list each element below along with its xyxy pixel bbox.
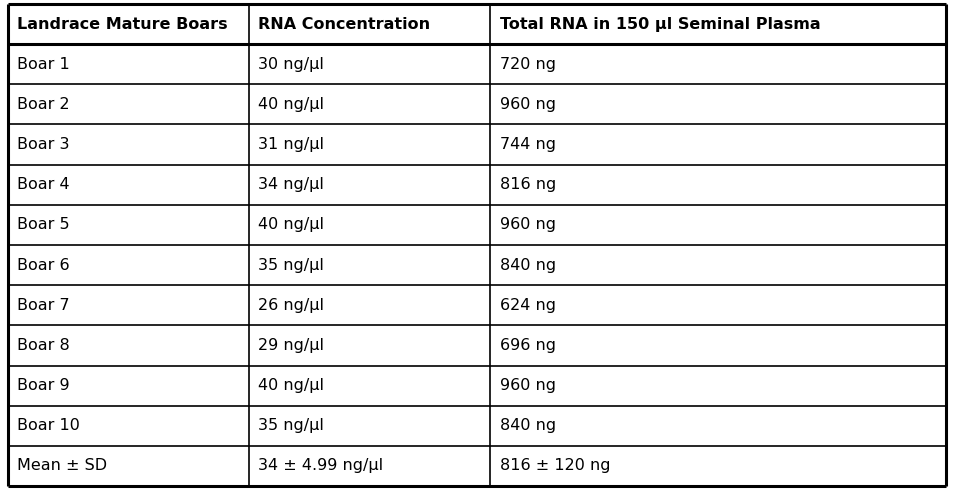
Bar [8, 4, 249, 44]
Text: 34 ng/µl: 34 ng/µl [258, 177, 324, 192]
Bar [490, 4, 945, 44]
Text: 816 ng: 816 ng [499, 177, 556, 192]
Bar [490, 446, 945, 486]
Bar [249, 245, 490, 285]
Text: 31 ng/µl: 31 ng/µl [258, 137, 324, 152]
Bar [490, 44, 945, 84]
Bar [249, 205, 490, 245]
Text: 744 ng: 744 ng [499, 137, 555, 152]
Text: 40 ng/µl: 40 ng/µl [258, 378, 324, 393]
Text: 40 ng/µl: 40 ng/µl [258, 97, 324, 112]
Bar [8, 44, 249, 84]
Text: Mean ± SD: Mean ± SD [17, 459, 107, 473]
Text: 35 ng/µl: 35 ng/µl [258, 258, 324, 272]
Bar [249, 44, 490, 84]
Bar [490, 165, 945, 205]
Text: 840 ng: 840 ng [499, 418, 555, 433]
Text: 26 ng/µl: 26 ng/µl [258, 298, 324, 313]
Text: 34 ± 4.99 ng/µl: 34 ± 4.99 ng/µl [258, 459, 383, 473]
Text: Boar 8: Boar 8 [17, 338, 70, 353]
Bar [8, 245, 249, 285]
Bar [8, 325, 249, 366]
Text: Boar 3: Boar 3 [17, 137, 70, 152]
Bar [8, 124, 249, 165]
Bar [490, 205, 945, 245]
Text: Boar 4: Boar 4 [17, 177, 70, 192]
Text: Boar 6: Boar 6 [17, 258, 70, 272]
Bar [249, 446, 490, 486]
Text: 816 ± 120 ng: 816 ± 120 ng [499, 459, 609, 473]
Text: 696 ng: 696 ng [499, 338, 555, 353]
Text: Boar 5: Boar 5 [17, 218, 70, 232]
Bar [249, 165, 490, 205]
Bar [249, 285, 490, 325]
Text: 840 ng: 840 ng [499, 258, 555, 272]
Text: Total RNA in 150 µl Seminal Plasma: Total RNA in 150 µl Seminal Plasma [499, 17, 820, 31]
Text: 960 ng: 960 ng [499, 218, 555, 232]
Bar [490, 285, 945, 325]
Bar [249, 325, 490, 366]
Bar [8, 165, 249, 205]
Bar [8, 205, 249, 245]
Text: Boar 9: Boar 9 [17, 378, 70, 393]
Text: 960 ng: 960 ng [499, 97, 555, 112]
Bar [8, 446, 249, 486]
Bar [249, 366, 490, 406]
Text: 720 ng: 720 ng [499, 57, 555, 72]
Text: Boar 2: Boar 2 [17, 97, 70, 112]
Text: Landrace Mature Boars: Landrace Mature Boars [17, 17, 228, 31]
Bar [249, 124, 490, 165]
Bar [249, 4, 490, 44]
Bar [490, 245, 945, 285]
Bar [490, 366, 945, 406]
Text: Boar 1: Boar 1 [17, 57, 70, 72]
Bar [490, 406, 945, 446]
Bar [8, 366, 249, 406]
Bar [490, 325, 945, 366]
Bar [490, 84, 945, 124]
Bar [249, 84, 490, 124]
Bar [8, 84, 249, 124]
Text: RNA Concentration: RNA Concentration [258, 17, 430, 31]
Bar [249, 406, 490, 446]
Text: Boar 10: Boar 10 [17, 418, 80, 433]
Text: 35 ng/µl: 35 ng/µl [258, 418, 324, 433]
Text: 30 ng/µl: 30 ng/µl [258, 57, 324, 72]
Bar [8, 406, 249, 446]
Text: 960 ng: 960 ng [499, 378, 555, 393]
Text: 40 ng/µl: 40 ng/µl [258, 218, 324, 232]
Text: 624 ng: 624 ng [499, 298, 555, 313]
Bar [8, 285, 249, 325]
Text: Boar 7: Boar 7 [17, 298, 70, 313]
Bar [490, 124, 945, 165]
Text: 29 ng/µl: 29 ng/µl [258, 338, 324, 353]
